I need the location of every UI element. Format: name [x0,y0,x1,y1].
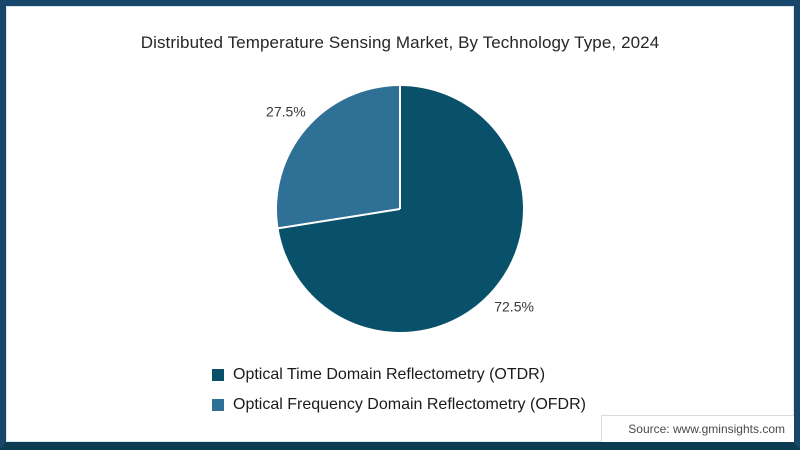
pie-dividers-group [278,86,401,230]
legend-item-otdr: Optical Time Domain Reflectometry (OTDR) [212,360,586,390]
pie-chart: 72.5% 27.5% [266,86,534,332]
legend-swatch-ofdr [212,399,224,411]
pie-slice-1 [276,86,400,229]
slice-value-label-1: 27.5% [266,104,306,120]
legend-label-otdr: Optical Time Domain Reflectometry (OTDR) [233,366,546,383]
legend: Optical Time Domain Reflectometry (OTDR)… [212,360,586,420]
legend-swatch-otdr [212,369,224,381]
source-attribution: Source: www.gminsights.com [601,415,794,442]
legend-label-ofdr: Optical Frequency Domain Reflectometry (… [233,396,586,413]
slice-value-label-0: 72.5% [494,298,534,314]
pie-labels-group: 72.5% 27.5% [266,104,534,315]
chart-title: Distributed Temperature Sensing Market, … [140,33,660,52]
slice-divider [278,208,401,230]
legend-item-ofdr: Optical Frequency Domain Reflectometry (… [212,390,586,420]
source-text: Source: www.gminsights.com [628,422,785,436]
